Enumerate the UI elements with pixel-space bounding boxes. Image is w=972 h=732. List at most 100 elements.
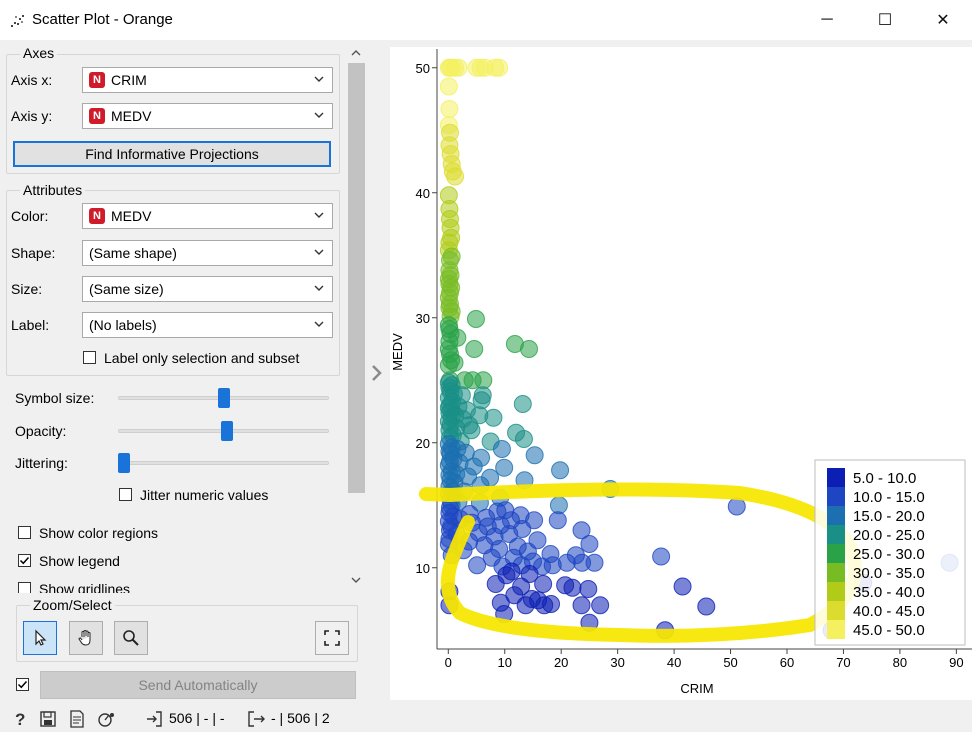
scatter-point[interactable] bbox=[465, 340, 484, 358]
scatter-point[interactable] bbox=[492, 440, 511, 458]
scatter-point[interactable] bbox=[579, 580, 598, 598]
x-tick-label: 70 bbox=[836, 655, 850, 670]
pointer-arrow-icon bbox=[35, 629, 47, 646]
scatter-point[interactable] bbox=[727, 497, 746, 516]
scatter-point[interactable] bbox=[652, 547, 671, 566]
legend-label: 30.0 - 35.0 bbox=[853, 565, 925, 582]
legend-swatch bbox=[827, 544, 845, 563]
scatter-point[interactable] bbox=[484, 408, 503, 427]
symbol-size-slider-handle[interactable] bbox=[217, 388, 230, 408]
save-icon[interactable] bbox=[40, 711, 56, 727]
chevron-down-icon bbox=[314, 76, 324, 82]
scroll-down-icon[interactable] bbox=[350, 574, 362, 586]
scatter-point[interactable] bbox=[486, 575, 505, 593]
x-tick-label: 80 bbox=[893, 655, 907, 670]
label-only-selection-checkbox[interactable] bbox=[83, 351, 96, 364]
scatter-point[interactable] bbox=[591, 596, 610, 615]
scatter-point[interactable] bbox=[549, 496, 568, 515]
collapse-panel-icon[interactable] bbox=[370, 364, 384, 382]
scatter-point[interactable] bbox=[551, 461, 570, 480]
legend-label: 15.0 - 20.0 bbox=[853, 508, 925, 525]
window-title: Scatter Plot - Orange bbox=[32, 11, 173, 28]
scatter-point[interactable] bbox=[439, 77, 458, 96]
jitter-numeric-checkbox[interactable] bbox=[119, 488, 132, 501]
scatter-point[interactable] bbox=[439, 356, 458, 375]
scatter-point[interactable] bbox=[514, 430, 533, 448]
legend-swatch bbox=[827, 620, 845, 639]
maximize-button[interactable]: ☐ bbox=[877, 12, 893, 29]
scatter-point[interactable] bbox=[495, 458, 514, 477]
chevron-down-icon bbox=[314, 321, 324, 327]
hand-icon bbox=[78, 630, 91, 646]
scatter-point[interactable] bbox=[542, 595, 561, 613]
scatter-point[interactable] bbox=[466, 310, 485, 328]
scatter-point[interactable] bbox=[468, 556, 487, 575]
legend-swatch bbox=[827, 563, 845, 582]
y-tick-label: 50 bbox=[416, 61, 430, 76]
scatter-point[interactable] bbox=[449, 58, 468, 77]
find-informative-projections-button[interactable]: Find Informative Projections bbox=[13, 141, 331, 167]
show-gridlines-checkbox[interactable] bbox=[18, 582, 31, 593]
scatter-point[interactable] bbox=[513, 395, 532, 413]
jittering-slider-track[interactable] bbox=[118, 461, 329, 465]
attributes-group-title: Attributes bbox=[20, 182, 86, 198]
color-combo[interactable]: N MEDV bbox=[82, 203, 333, 229]
svg-text:?: ? bbox=[15, 710, 25, 728]
axes-group-title: Axes bbox=[20, 45, 58, 61]
help-icon[interactable]: ? bbox=[12, 710, 28, 728]
legend-swatch bbox=[827, 506, 845, 525]
scatter-point[interactable] bbox=[534, 575, 553, 593]
scatter-point[interactable] bbox=[525, 446, 544, 465]
scatter-plot-area[interactable]: 0 10 20 30 40 50 60 70 80 90 10 20 30 40 50 CRIM MEDV … bbox=[390, 47, 972, 700]
zoom-tool-button[interactable] bbox=[114, 621, 148, 655]
scatter-point[interactable] bbox=[490, 58, 509, 77]
scatter-point[interactable] bbox=[563, 578, 582, 597]
x-tick-label: 0 bbox=[445, 655, 452, 670]
scatter-point[interactable] bbox=[572, 521, 591, 540]
scatter-point[interactable] bbox=[446, 167, 465, 186]
send-automatically-button[interactable]: Send Automatically bbox=[40, 671, 356, 699]
minimize-button[interactable]: ─ bbox=[821, 11, 833, 28]
x-axis-label: CRIM bbox=[680, 681, 713, 696]
y-tick-label: 20 bbox=[416, 436, 430, 451]
axis-x-combo[interactable]: N CRIM bbox=[82, 67, 333, 93]
scrollbar-thumb[interactable] bbox=[348, 63, 365, 493]
scatter-point[interactable] bbox=[520, 565, 539, 583]
report-icon[interactable] bbox=[69, 710, 85, 728]
scatter-point[interactable] bbox=[548, 511, 567, 530]
reset-zoom-button[interactable] bbox=[315, 621, 349, 655]
send-automatically-checkbox[interactable] bbox=[16, 678, 29, 691]
visualize-icon[interactable] bbox=[96, 710, 116, 728]
jittering-slider-handle[interactable] bbox=[118, 453, 130, 473]
control-scrollbar[interactable] bbox=[347, 47, 365, 593]
show-legend-checkbox[interactable] bbox=[18, 554, 31, 567]
close-button[interactable]: ✕ bbox=[936, 12, 950, 29]
scatter-point[interactable] bbox=[440, 100, 459, 118]
opacity-slider-handle[interactable] bbox=[221, 421, 234, 441]
x-tick-label: 50 bbox=[723, 655, 737, 670]
select-tool-button[interactable] bbox=[23, 621, 57, 655]
scatter-point[interactable] bbox=[516, 596, 535, 615]
scatter-point[interactable] bbox=[697, 597, 716, 616]
scatter-point[interactable] bbox=[474, 371, 493, 390]
scatter-point[interactable] bbox=[673, 577, 692, 596]
size-combo[interactable]: (Same size) bbox=[82, 276, 333, 302]
label-combo[interactable]: (No labels) bbox=[82, 312, 333, 338]
scatter-point[interactable] bbox=[520, 340, 539, 358]
scatter-point[interactable] bbox=[462, 421, 481, 440]
scatter-point[interactable] bbox=[572, 596, 591, 615]
scatter-point[interactable] bbox=[472, 391, 491, 410]
numeric-variable-icon: N bbox=[89, 208, 105, 224]
color-value: MEDV bbox=[111, 208, 152, 224]
scatter-point[interactable] bbox=[505, 586, 524, 605]
axis-ticks: 0 10 20 30 40 50 60 70 80 90 10 20 30 40 50 bbox=[416, 61, 964, 670]
shape-combo[interactable]: (Same shape) bbox=[82, 240, 333, 266]
show-color-regions-checkbox[interactable] bbox=[18, 526, 31, 539]
axis-y-combo[interactable]: N MEDV bbox=[82, 103, 333, 129]
scroll-up-icon[interactable] bbox=[350, 47, 362, 59]
scatter-point[interactable] bbox=[585, 553, 604, 572]
pan-tool-button[interactable] bbox=[69, 621, 103, 655]
scatter-point[interactable] bbox=[580, 535, 599, 553]
x-tick-label: 30 bbox=[610, 655, 624, 670]
